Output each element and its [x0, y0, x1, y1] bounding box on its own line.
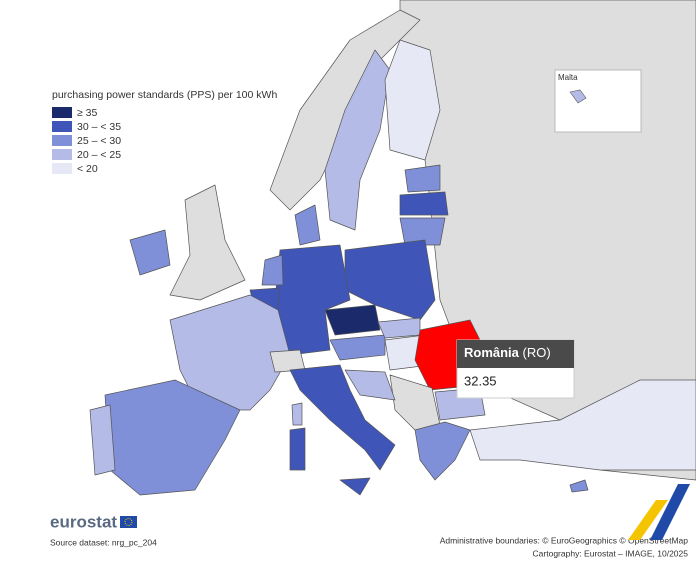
country [289, 364, 396, 471]
tooltip-header [457, 340, 574, 368]
country [324, 304, 381, 336]
country [344, 369, 396, 401]
country [384, 39, 441, 161]
legend-swatch [52, 163, 72, 174]
inset-label: Malta [558, 73, 578, 82]
eu-flag [120, 516, 137, 528]
country [129, 229, 171, 276]
country [399, 191, 449, 216]
legend: ≥ 35 30 – < 35 25 – < 30 20 – < 25 < 20 [52, 107, 121, 175]
legend-swatch [52, 107, 72, 118]
country [569, 89, 587, 104]
inset-frame [554, 69, 642, 133]
tooltip: România (RO) 32.35 [456, 339, 575, 399]
legend-label: ≥ 35 [77, 107, 98, 119]
tooltip-code: (RO) [523, 345, 551, 360]
country [399, 217, 446, 246]
source: Source dataset: nrg_pc_204 [50, 537, 157, 547]
country [291, 402, 303, 426]
legend-swatch [52, 121, 72, 132]
country [104, 379, 241, 496]
country [261, 254, 284, 286]
country [329, 334, 386, 361]
logo: eurostat [50, 512, 117, 531]
legend-swatch [52, 135, 72, 146]
decoration [650, 484, 690, 540]
country [469, 379, 696, 471]
country [89, 404, 116, 476]
country [294, 204, 321, 246]
country [169, 294, 291, 411]
decoration [628, 500, 668, 540]
tooltip-country: România [464, 345, 520, 360]
legend-label: < 20 [77, 163, 98, 175]
country [169, 184, 246, 301]
country [377, 317, 421, 339]
legend-label: 20 – < 25 [77, 149, 121, 161]
legend-title: purchasing power standards (PPS) per 100… [52, 89, 277, 101]
country [414, 421, 471, 481]
tooltip-title: România (RO) [464, 345, 551, 360]
cartography-credit: Cartography: Eurostat – IMAGE, 10/2025 [533, 548, 689, 558]
country [339, 477, 371, 496]
legend-label: 25 – < 30 [77, 135, 121, 147]
country [569, 479, 589, 493]
legend-label: 30 – < 35 [77, 121, 121, 133]
country [289, 427, 306, 471]
legend-swatch [52, 149, 72, 160]
eu-stars [124, 518, 133, 526]
country [274, 244, 351, 356]
tooltip-value: 32.35 [464, 373, 497, 388]
country [404, 164, 441, 193]
boundaries-credit: Administrative boundaries: © EuroGeograp… [440, 535, 689, 545]
